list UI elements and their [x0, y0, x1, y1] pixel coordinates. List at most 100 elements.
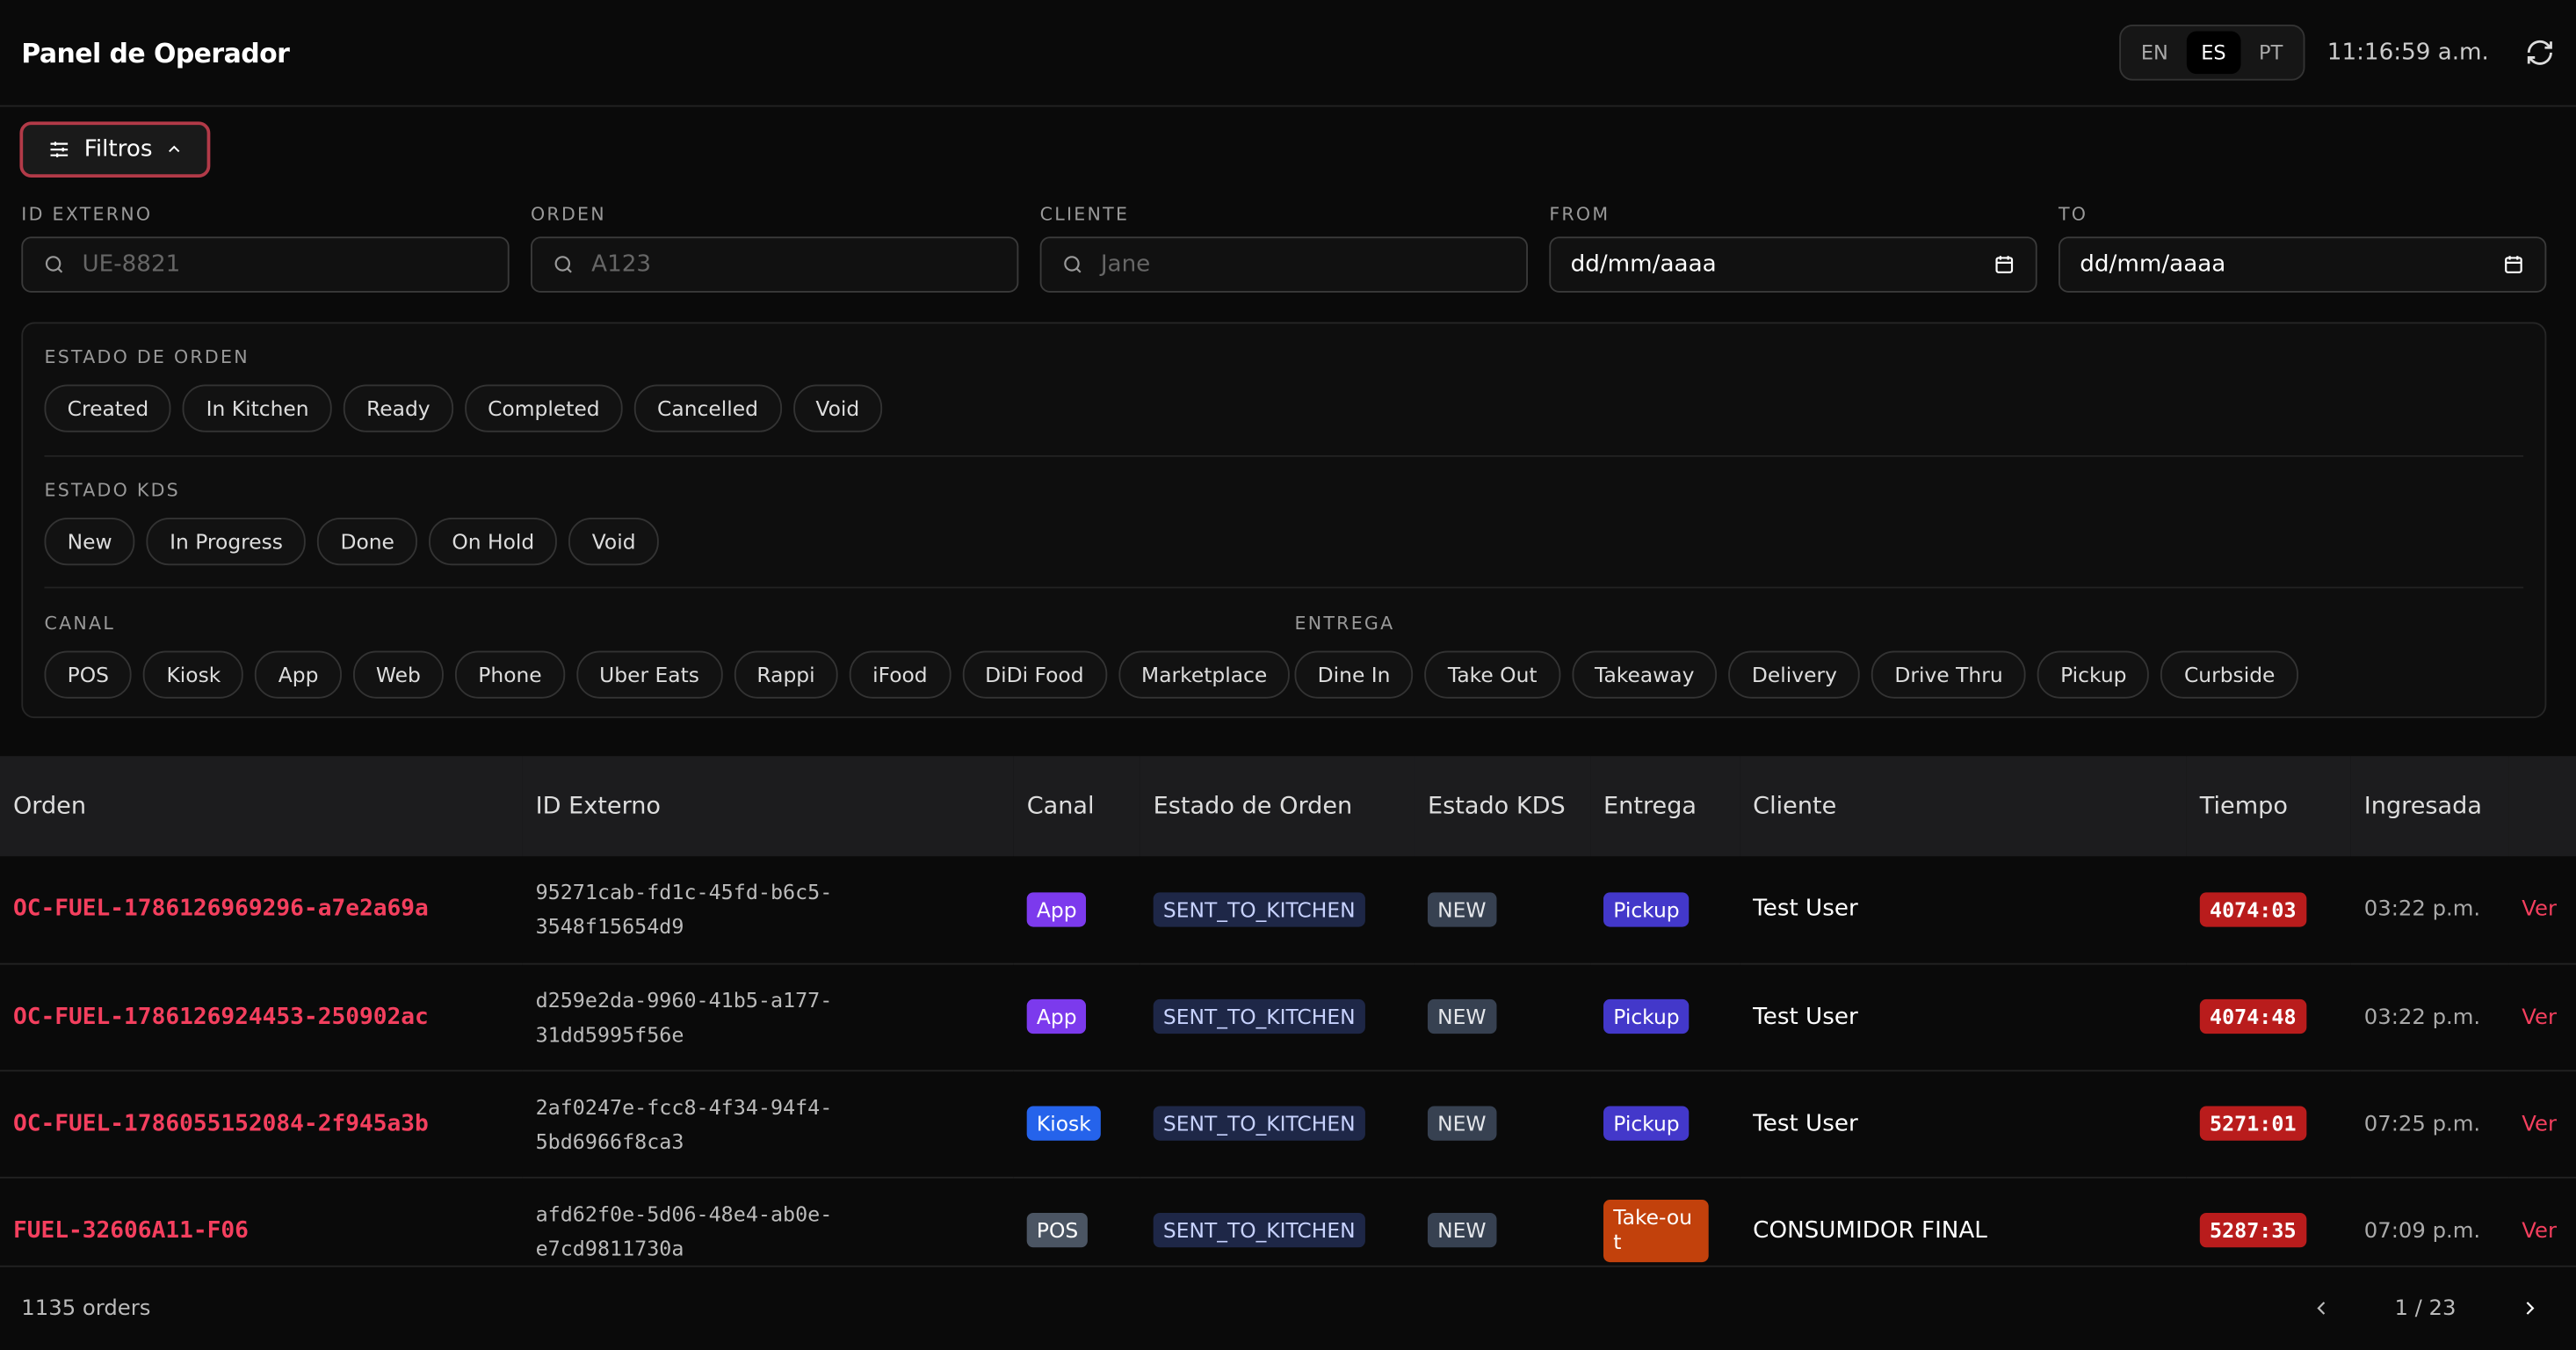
channel-badge: App	[1026, 891, 1087, 927]
separator	[44, 454, 2524, 457]
footer: 1135 orders 1 / 23	[0, 1265, 2576, 1349]
entered-at: 03:22 p.m.	[2363, 1005, 2481, 1030]
kds-badge: NEW	[1427, 891, 1496, 927]
filter-field: ID EXTERNO UE-8821	[21, 204, 510, 293]
refresh-button[interactable]	[2525, 38, 2555, 68]
filter-chip[interactable]: iFood	[849, 650, 951, 699]
chip-list: New In Progress Done On Hold Void	[44, 518, 659, 566]
filter-icon	[50, 142, 69, 157]
cell: NEW	[1414, 856, 1591, 964]
next-page[interactable]	[2519, 1296, 2542, 1319]
external-id: 3548f15654d9	[535, 914, 684, 940]
filter-chip[interactable]: Uber Eats	[575, 650, 723, 699]
kds-badge: NEW	[1427, 1106, 1496, 1141]
filter-chip[interactable]: POS	[44, 650, 133, 699]
filter-chip[interactable]: On Hold	[429, 518, 558, 566]
status-badge: SENT_TO_KITCHEN	[1153, 1106, 1365, 1141]
field-label: CLIENTE	[1039, 203, 1130, 226]
entered-at: 07:09 p.m.	[2363, 1218, 2481, 1244]
channel-badge: App	[1026, 998, 1087, 1034]
field-input[interactable]: A123	[530, 236, 1019, 293]
column-header: Estado de Orden	[1140, 756, 1415, 857]
filter-chip[interactable]: Completed	[464, 384, 623, 432]
filter-chip[interactable]: Dine In	[1294, 650, 1414, 699]
filter-chip[interactable]: Pickup	[2037, 650, 2150, 699]
filters-toggle[interactable]: Filtros	[19, 121, 211, 178]
cell: 5271:01	[2186, 1070, 2351, 1178]
column-header: Canal	[1013, 756, 1140, 857]
prev-page[interactable]	[2309, 1296, 2332, 1319]
kds-badge: NEW	[1427, 1212, 1496, 1248]
chip-list: Created In Kitchen Ready Completed Cancelled…	[44, 384, 883, 432]
view-link[interactable]: Ver	[2522, 1005, 2558, 1030]
filter-field: FROM dd/mm/aaaa	[1549, 204, 2037, 293]
cell: Kiosk	[1013, 1070, 1140, 1178]
cell: NEW	[1414, 962, 1591, 1071]
filter-chip[interactable]: Drive Thru	[1871, 650, 2026, 699]
cell: NEW	[1414, 1070, 1591, 1178]
placeholder: A123	[591, 251, 652, 279]
filter-chip[interactable]: Phone	[455, 650, 565, 699]
cell: Ver	[2508, 856, 2576, 964]
filter-chip[interactable]: Cancelled	[633, 384, 782, 432]
filter-chip[interactable]: In Progress	[146, 518, 307, 566]
filter-chip[interactable]: Rappi	[734, 650, 838, 699]
table: Orden ID Externo Canal Estado de Orden Estad…	[0, 756, 2576, 1266]
filter-chip[interactable]: Delivery	[1728, 650, 1861, 699]
status-badge: SENT_TO_KITCHEN	[1153, 998, 1365, 1034]
view-link[interactable]: Ver	[2522, 1218, 2558, 1244]
page-title: Panel de Operador	[21, 37, 290, 69]
field-input[interactable]: dd/mm/aaaa	[1549, 236, 2037, 293]
filter-chip[interactable]: Kiosk	[143, 650, 244, 699]
cell: OC-FUEL-1786126969296-a7e2a69a	[0, 856, 523, 964]
filter-chip[interactable]: Curbside	[2160, 650, 2298, 699]
field-input[interactable]: dd/mm/aaaa	[2058, 236, 2547, 293]
language-option[interactable]: PT	[2259, 40, 2283, 64]
separator	[44, 586, 2524, 589]
external-id: 2af0247e-fcc8-4f34-94f4-	[535, 1093, 833, 1119]
column-header	[2508, 756, 2576, 857]
field-input[interactable]: Jane	[1039, 236, 1529, 293]
language-option[interactable]: ES	[2186, 31, 2241, 75]
filter-chip[interactable]: Web	[352, 650, 445, 699]
filter-chip[interactable]: Void	[792, 384, 883, 432]
language-option[interactable]: EN	[2140, 40, 2168, 64]
view-link[interactable]: Ver	[2522, 897, 2558, 923]
cell: Test User	[1740, 962, 2187, 1071]
column-header: Cliente	[1740, 756, 2187, 857]
filter-chip[interactable]: Take Out	[1424, 650, 1560, 699]
group-label: ESTADO KDS	[44, 480, 180, 502]
group-label: CANAL	[44, 613, 116, 635]
kds-badge: NEW	[1427, 998, 1496, 1034]
order-row: OC-FUEL-1786126969296-a7e2a69a 95271cab-f…	[0, 856, 2576, 964]
filter-chip[interactable]: Done	[317, 518, 418, 566]
cell: Pickup	[1590, 1070, 1740, 1178]
filter-chip[interactable]: New	[44, 518, 135, 566]
order-id: OC-FUEL-1786055152084-2f945a3b	[12, 1110, 429, 1137]
filter-chip[interactable]: App	[255, 650, 342, 699]
clock: 11:16:59 a.m.	[2326, 39, 2489, 66]
customer: Test User	[1753, 1003, 1858, 1030]
filter-chip[interactable]: Created	[44, 384, 172, 432]
entered-at: 03:22 p.m.	[2363, 897, 2481, 923]
cell: SENT_TO_KITCHEN	[1140, 1070, 1415, 1178]
external-id: afd62f0e-5d06-48e4-ab0e-	[535, 1200, 833, 1226]
order-id: OC-FUEL-1786126969296-a7e2a69a	[12, 896, 429, 923]
field-input[interactable]: UE-8821	[21, 236, 510, 293]
filter-chip[interactable]: Void	[568, 518, 659, 566]
order-count: 1135 orders	[21, 1296, 151, 1321]
cell: SENT_TO_KITCHEN	[1140, 1176, 1415, 1266]
filter-chip[interactable]: DiDi Food	[961, 650, 1107, 699]
filter-chip[interactable]: Takeaway	[1571, 650, 1718, 699]
field-label: ORDEN	[530, 203, 606, 226]
cell: Test User	[1740, 1070, 2187, 1178]
filter-chip[interactable]: In Kitchen	[183, 384, 332, 432]
view-link[interactable]: Ver	[2522, 1111, 2558, 1137]
filter-chip[interactable]: Marketplace	[1118, 650, 1291, 699]
chip-list: Dine In Take Out Takeaway Delivery Drive Thr…	[1294, 650, 2298, 699]
cell: 03:22 p.m.	[2350, 856, 2509, 964]
column-header: ID Externo	[522, 756, 1014, 857]
filter-chip[interactable]: Ready	[343, 384, 453, 432]
placeholder: Jane	[1100, 251, 1151, 279]
